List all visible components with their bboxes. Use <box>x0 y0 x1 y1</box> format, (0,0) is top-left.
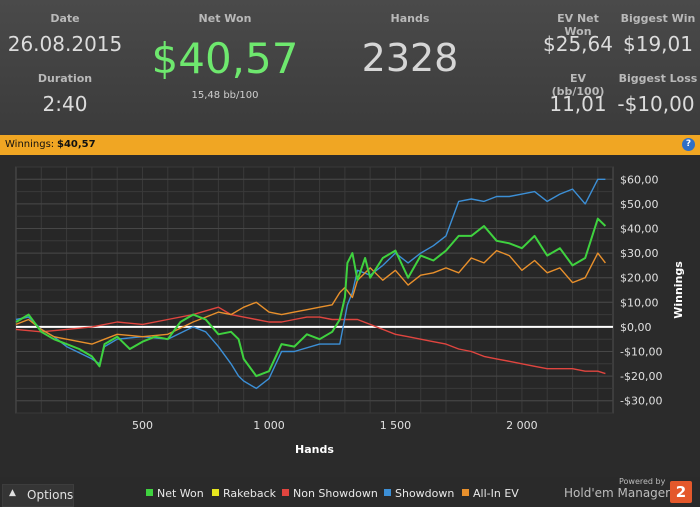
legend-net-won: Net Won <box>146 487 204 500</box>
y-tick-label: $20,00 <box>620 272 659 285</box>
biggest-loss-label: Biggest Loss <box>618 72 698 85</box>
winnings-label: Winnings: <box>5 139 55 150</box>
hands-value: 2328 <box>361 36 459 80</box>
legend-label-all-in-ev: All-In EV <box>473 487 519 500</box>
y-tick-label: $30,00 <box>620 247 659 260</box>
net-won-bb100: 15,48 bb/100 <box>191 90 259 101</box>
biggest-win-value: $19,01 <box>623 32 693 56</box>
series-line-all-in-ev <box>15 249 606 345</box>
x-tick-label: 2 000 <box>506 419 538 432</box>
options-button[interactable]: ▲ Options <box>2 484 74 507</box>
brand-name: Hold'em Manager <box>564 486 671 500</box>
ev-net-won-value: $25,64 <box>543 32 613 56</box>
legend-swatch-showdown <box>384 489 391 496</box>
legend-label-net-won: Net Won <box>157 487 204 500</box>
series-line-net-won <box>15 217 607 378</box>
date-value: 26.08.2015 <box>7 32 123 56</box>
y-tick-label: -$30,00 <box>620 395 662 408</box>
legend-rakeback: Rakeback <box>212 487 276 500</box>
ev-net-won-label: EV Net Won <box>557 12 599 38</box>
y-tick-label: $60,00 <box>620 173 659 186</box>
powered-by: Powered by <box>619 477 666 486</box>
chevron-up-icon: ▲ <box>9 488 16 498</box>
hands-label: Hands <box>390 12 430 25</box>
y-tick-label: -$20,00 <box>620 370 662 383</box>
legend-swatch-rakeback <box>212 489 219 496</box>
y-tick-label: -$10,00 <box>620 346 662 359</box>
ev-bb100-label: EV (bb/100) <box>551 72 605 98</box>
x-axis-label: Hands <box>295 443 334 456</box>
legend-swatch-net-won <box>146 489 153 496</box>
question-icon[interactable]: ? <box>682 138 695 151</box>
winnings-chart: -$30,00 -$20,00 -$10,00 $0,00 $10,00 $20,00 $3… <box>0 155 700 477</box>
biggest-loss-value: -$10,00 <box>617 92 695 116</box>
y-tick-label: $50,00 <box>620 198 659 211</box>
hm2-logo[interactable]: 2 <box>670 481 692 503</box>
legend-swatch-non-showdown <box>282 489 289 496</box>
legend-label-showdown: Showdown <box>395 487 455 500</box>
y-tick-label: $0,00 <box>620 321 652 334</box>
net-won-label: Net Won <box>198 12 252 25</box>
x-tick-label: 500 <box>132 419 153 432</box>
legend-label-rakeback: Rakeback <box>223 487 277 500</box>
footer: ▲ Options Net Won Rakeback Non Showdown … <box>0 477 700 507</box>
date-label: Date <box>50 12 80 25</box>
series-line-non-showdown <box>15 306 606 375</box>
y-tick-label: $40,00 <box>620 223 659 236</box>
legend-all-in-ev: All-In EV <box>462 487 519 500</box>
y-tick-label: $10,00 <box>620 296 659 309</box>
legend-showdown: Showdown <box>384 487 454 500</box>
series-line-showdown <box>15 178 606 390</box>
x-tick-label: 1 000 <box>253 419 285 432</box>
winnings-banner: Winnings: $40,57 ? <box>0 135 700 155</box>
net-won-value: $40,57 <box>151 34 299 83</box>
duration-value: 2:40 <box>42 92 88 116</box>
stats-panel: Date 26.08.2015 Duration 2:40 Net Won $4… <box>0 0 700 135</box>
legend-non-showdown: Non Showdown <box>282 487 378 500</box>
y-axis-label: Winnings <box>672 261 685 319</box>
biggest-win-label: Biggest Win <box>620 12 696 25</box>
winnings-value: $40,57 <box>57 139 96 150</box>
duration-label: Duration <box>37 72 93 85</box>
legend-swatch-all-in-ev <box>462 489 469 496</box>
options-label: Options <box>27 488 74 502</box>
winnings-chart-svg: -$30,00 -$20,00 -$10,00 $0,00 $10,00 $20,00 $3… <box>15 166 685 456</box>
legend-label-non-showdown: Non Showdown <box>293 487 378 500</box>
ev-bb100-value: 11,01 <box>549 92 607 116</box>
x-tick-label: 1 500 <box>380 419 412 432</box>
